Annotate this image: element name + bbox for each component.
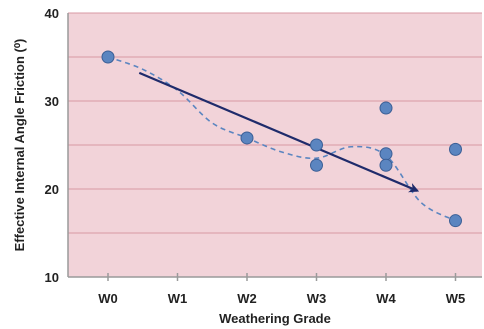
data-point (379, 158, 393, 172)
x-tick-label: W2 (237, 291, 257, 306)
x-tick-label: W4 (376, 291, 396, 306)
x-tick-label: W1 (168, 291, 188, 306)
data-point (379, 147, 393, 161)
data-point (101, 50, 115, 64)
data-point (310, 158, 323, 172)
trend-curve (107, 56, 456, 222)
x-axis-title: Weathering Grade (219, 311, 331, 326)
y-tick-label: 40 (45, 6, 59, 21)
x-tick-label: W3 (307, 291, 327, 306)
x-tick-label: W5 (446, 291, 466, 306)
data-point (310, 138, 323, 152)
trend-arrow (138, 71, 420, 193)
data-point (449, 142, 462, 156)
y-tick-label: 10 (45, 270, 59, 285)
y-axis-title: Effective Internal Angle Friction (⁰) (12, 39, 27, 252)
x-tick-label: W0 (98, 291, 118, 306)
data-point (449, 214, 462, 228)
y-tick-label: 30 (45, 94, 59, 109)
data-point (240, 131, 254, 145)
y-tick-label: 20 (45, 182, 59, 197)
data-point (379, 101, 393, 115)
